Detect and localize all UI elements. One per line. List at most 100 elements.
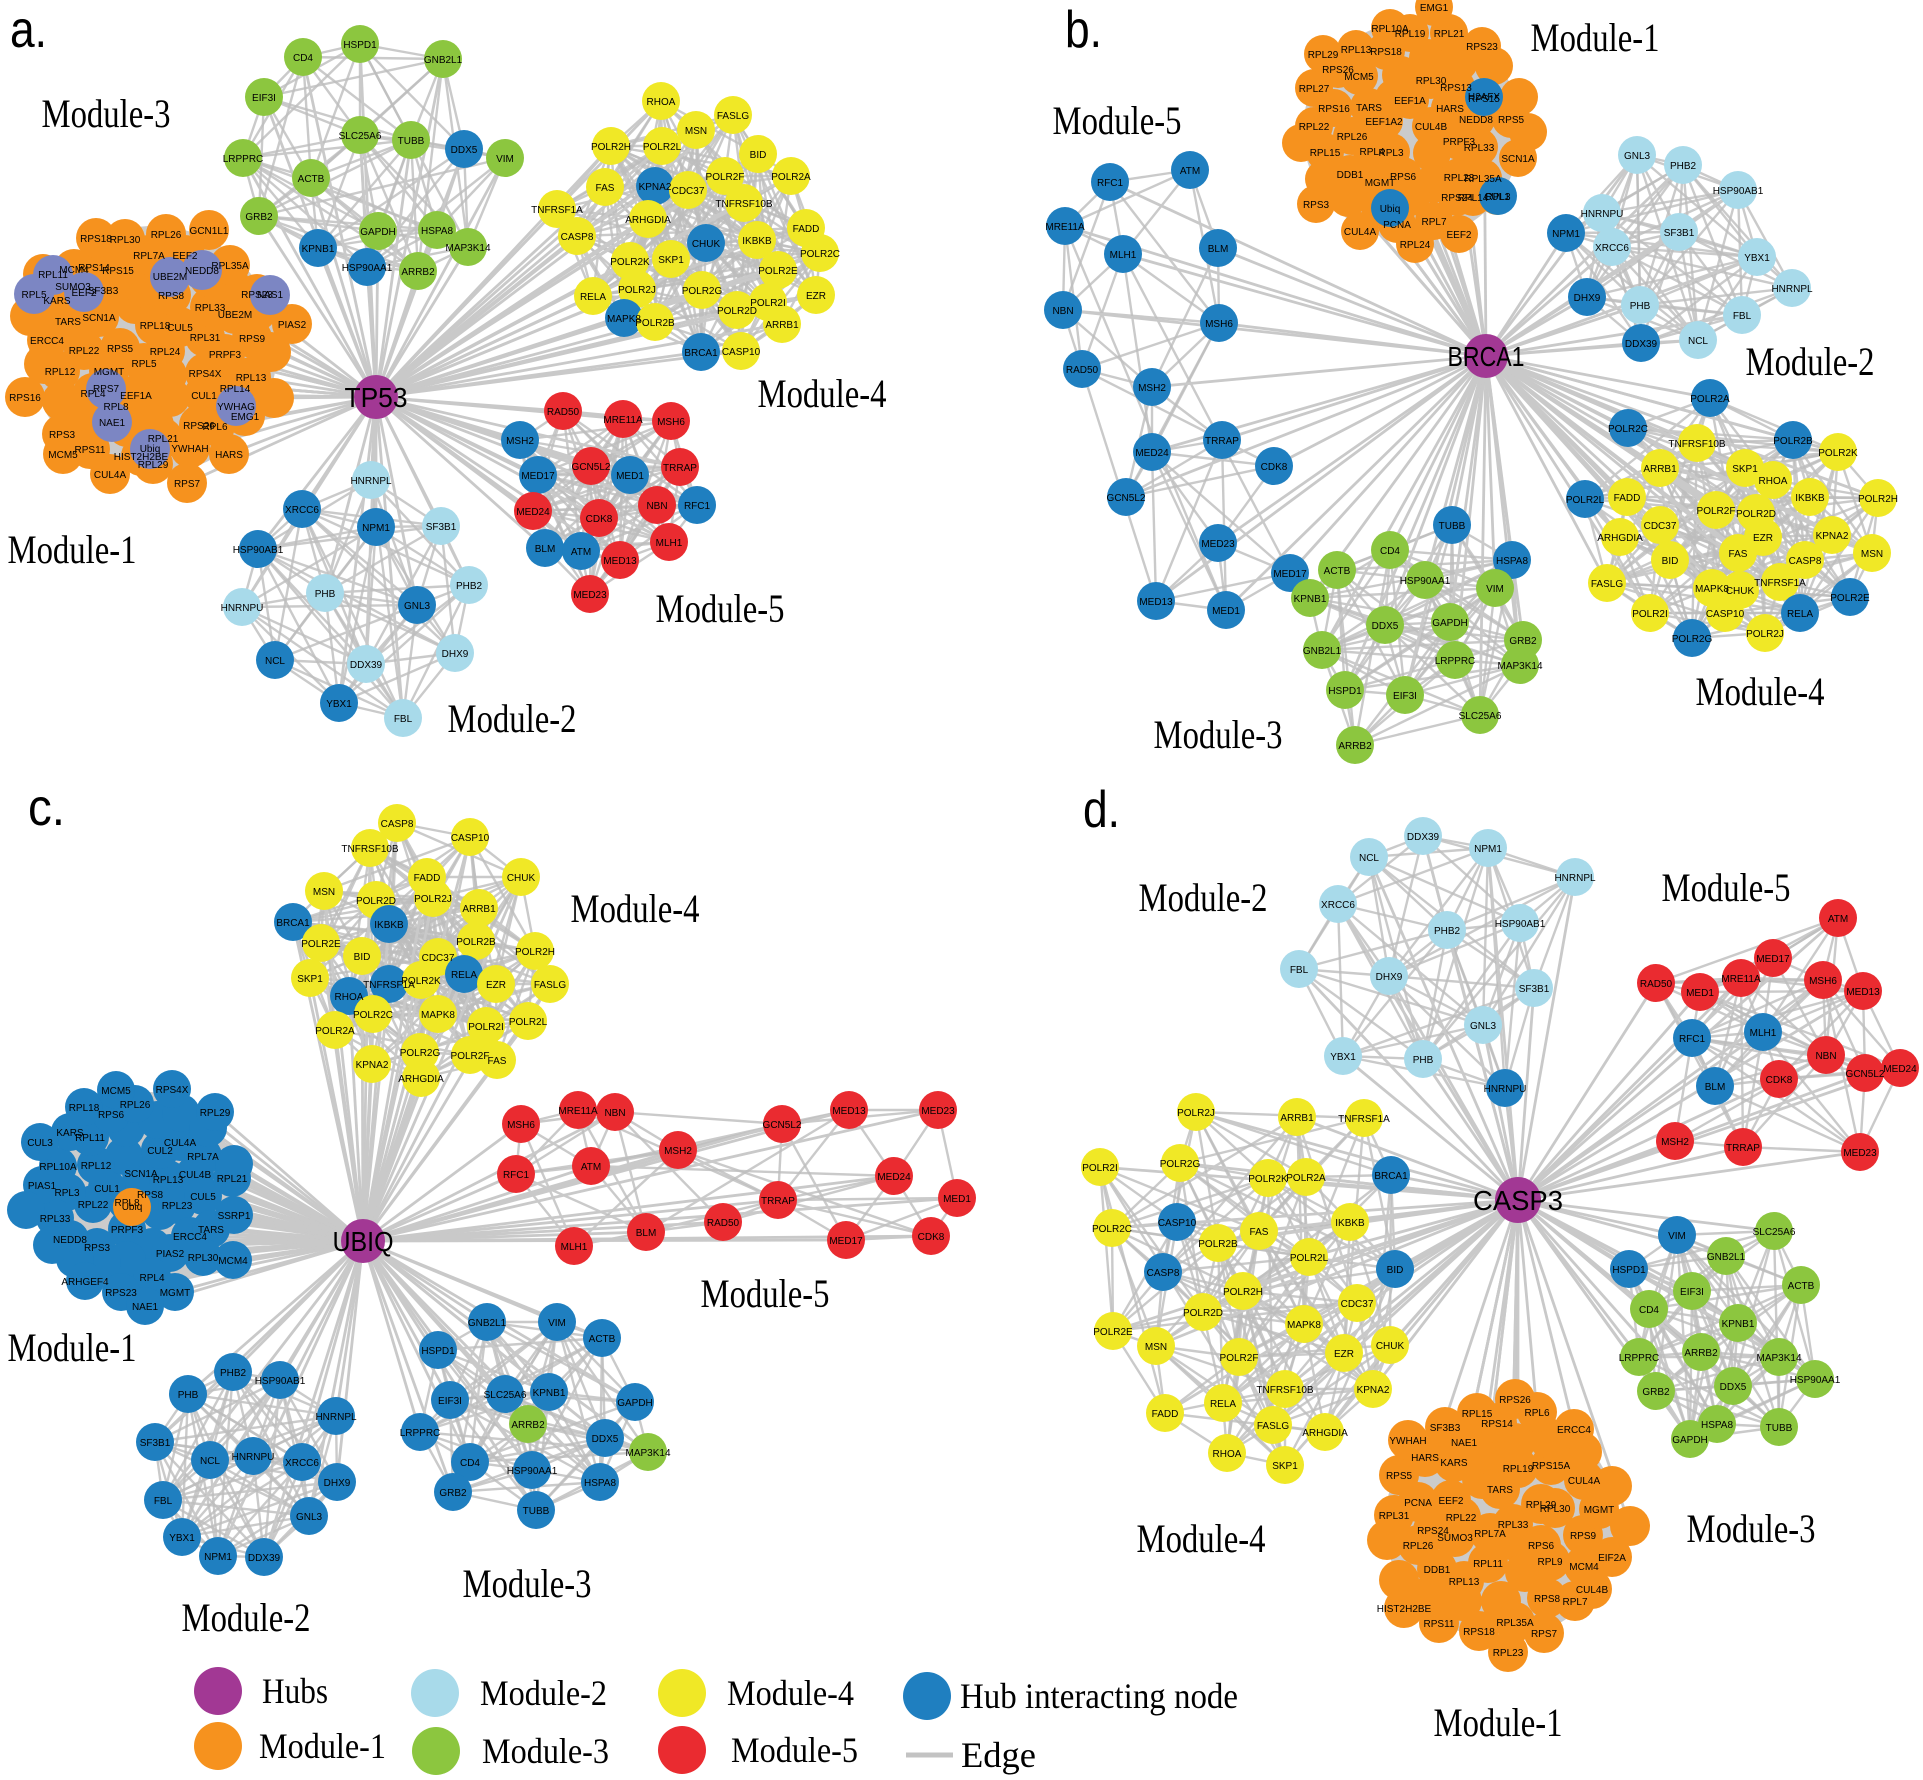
svg-text:DDX5: DDX5 — [451, 145, 478, 156]
svg-text:PHB2: PHB2 — [456, 581, 483, 592]
svg-text:NPM1: NPM1 — [1552, 229, 1580, 240]
svg-text:GCN5L2: GCN5L2 — [572, 462, 611, 473]
svg-text:RPL3: RPL3 — [1378, 148, 1403, 159]
svg-text:RPL29: RPL29 — [1308, 50, 1339, 61]
svg-text:EIF3I: EIF3I — [1680, 1287, 1704, 1298]
svg-text:RPL26: RPL26 — [151, 230, 182, 241]
svg-text:RPS3: RPS3 — [49, 430, 76, 441]
svg-text:ARRB2: ARRB2 — [401, 267, 435, 278]
svg-text:RPL7A: RPL7A — [1474, 1529, 1506, 1540]
svg-text:NCL: NCL — [200, 1456, 220, 1467]
svg-text:CASP10: CASP10 — [451, 833, 490, 844]
svg-text:RPS6: RPS6 — [1528, 1541, 1555, 1552]
svg-text:RPL11: RPL11 — [38, 270, 68, 281]
svg-text:GAPDH: GAPDH — [360, 227, 396, 238]
svg-text:CDC37: CDC37 — [672, 186, 705, 197]
svg-text:ATM: ATM — [571, 547, 591, 558]
svg-text:RPS23: RPS23 — [241, 290, 273, 301]
svg-text:DDX39: DDX39 — [1407, 832, 1440, 843]
svg-text:PHB: PHB — [178, 1390, 199, 1401]
svg-text:VIM: VIM — [1486, 584, 1504, 595]
svg-text:UBE2M: UBE2M — [218, 310, 252, 321]
svg-text:PHB2: PHB2 — [220, 1368, 247, 1379]
svg-text:POLR2K: POLR2K — [401, 976, 441, 987]
svg-text:RPL29: RPL29 — [200, 1108, 231, 1119]
svg-text:POLR2C: POLR2C — [800, 249, 840, 260]
svg-text:POLR2G: POLR2G — [682, 286, 723, 297]
svg-text:MED13: MED13 — [603, 556, 637, 567]
svg-text:RPL19: RPL19 — [1503, 1464, 1534, 1475]
svg-text:RPS18: RPS18 — [80, 234, 112, 245]
svg-text:MCM4: MCM4 — [59, 265, 89, 276]
svg-text:POLR2B: POLR2B — [1773, 436, 1813, 447]
svg-text:UBIQ: UBIQ — [333, 1226, 394, 1257]
svg-text:POLR2D: POLR2D — [717, 306, 757, 317]
svg-text:MSH2: MSH2 — [1661, 1137, 1689, 1148]
svg-text:POLR2D: POLR2D — [1736, 509, 1776, 520]
svg-text:BLM: BLM — [1208, 244, 1229, 255]
svg-text:BLM: BLM — [636, 1228, 657, 1239]
svg-text:Module-5: Module-5 — [656, 586, 785, 631]
svg-text:MRE11A: MRE11A — [603, 415, 643, 426]
svg-text:BID: BID — [1662, 556, 1679, 567]
svg-text:PIAS1: PIAS1 — [28, 1181, 57, 1192]
svg-text:DDB1: DDB1 — [1424, 1565, 1451, 1576]
svg-text:RPL30: RPL30 — [188, 1253, 219, 1264]
svg-text:GRB2: GRB2 — [1642, 1387, 1670, 1398]
svg-text:NPM1: NPM1 — [204, 1552, 232, 1563]
svg-text:MSN: MSN — [313, 887, 335, 898]
svg-text:MCM4: MCM4 — [218, 1256, 248, 1267]
svg-text:MED1: MED1 — [1686, 988, 1714, 999]
svg-text:GNB2L1: GNB2L1 — [468, 1318, 507, 1329]
svg-text:RPL13: RPL13 — [236, 373, 267, 384]
svg-text:FASLG: FASLG — [534, 980, 566, 991]
svg-text:POLR2I: POLR2I — [1082, 1163, 1118, 1174]
svg-text:Module-2: Module-2 — [448, 696, 577, 741]
svg-text:TNFRSF10B: TNFRSF10B — [1256, 1385, 1314, 1396]
svg-text:VIM: VIM — [1668, 1231, 1686, 1242]
svg-text:XRCC6: XRCC6 — [285, 1458, 319, 1469]
svg-text:RFC1: RFC1 — [684, 501, 711, 512]
svg-text:PHB2: PHB2 — [1670, 161, 1697, 172]
svg-text:LRPPRC: LRPPRC — [400, 1428, 441, 1439]
svg-text:EZR: EZR — [806, 291, 826, 302]
svg-text:MSH6: MSH6 — [1809, 976, 1837, 987]
svg-text:POLR2J: POLR2J — [618, 285, 656, 296]
svg-text:ARHGDIA: ARHGDIA — [625, 215, 671, 226]
svg-text:EIF2A: EIF2A — [1598, 1553, 1626, 1564]
svg-text:RPL31: RPL31 — [1379, 1511, 1410, 1522]
svg-text:SLC25A6: SLC25A6 — [1459, 711, 1502, 722]
svg-text:FAS: FAS — [1250, 1227, 1269, 1238]
svg-text:HSPD1: HSPD1 — [1328, 686, 1362, 697]
svg-text:MRE11A: MRE11A — [1721, 974, 1761, 985]
svg-text:GAPDH: GAPDH — [617, 1398, 653, 1409]
svg-text:CHUK: CHUK — [1376, 1341, 1405, 1352]
svg-text:CUL1: CUL1 — [191, 391, 217, 402]
svg-text:ARHGDIA: ARHGDIA — [1597, 533, 1643, 544]
svg-text:SF3B3: SF3B3 — [1430, 1423, 1461, 1434]
svg-text:EMG1: EMG1 — [1420, 3, 1449, 14]
svg-text:CASP8: CASP8 — [1147, 1268, 1180, 1279]
svg-text:ERCC4: ERCC4 — [30, 336, 64, 347]
svg-text:HNRNPU: HNRNPU — [221, 603, 264, 614]
svg-text:SF3B1: SF3B1 — [426, 522, 457, 533]
svg-text:GCN5L2: GCN5L2 — [1846, 1069, 1885, 1080]
svg-text:POLR2H: POLR2H — [515, 947, 555, 958]
svg-text:IKBKB: IKBKB — [742, 236, 772, 247]
svg-text:RPS15A: RPS15A — [1532, 1461, 1571, 1472]
svg-text:FAS: FAS — [1729, 549, 1748, 560]
svg-text:UBE2M: UBE2M — [153, 272, 187, 283]
svg-text:PCNA: PCNA — [1404, 1498, 1432, 1509]
svg-text:RPL3: RPL3 — [54, 1188, 79, 1199]
svg-text:NBN: NBN — [1052, 306, 1073, 317]
svg-text:ACTB: ACTB — [1788, 1281, 1815, 1292]
svg-text:CDC37: CDC37 — [1341, 1299, 1374, 1310]
svg-text:RPL5: RPL5 — [131, 359, 156, 370]
svg-text:MAP3K14: MAP3K14 — [445, 243, 490, 254]
svg-text:KARS: KARS — [56, 1128, 84, 1139]
svg-text:CUL1: CUL1 — [94, 1184, 120, 1195]
svg-text:POLR2E: POLR2E — [758, 266, 798, 277]
svg-text:HNRNPL: HNRNPL — [1554, 873, 1596, 884]
svg-text:MLH1: MLH1 — [656, 538, 683, 549]
svg-text:FBL: FBL — [1290, 965, 1309, 976]
